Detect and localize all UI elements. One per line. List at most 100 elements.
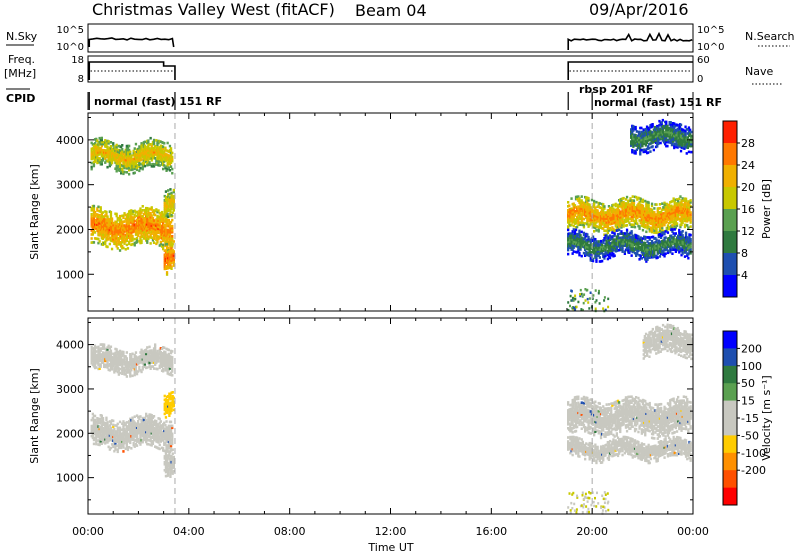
scatter-cell (147, 223, 150, 226)
scatter-cell (602, 227, 605, 230)
scatter-cell (648, 132, 651, 136)
scatter-cell (634, 150, 637, 153)
scatter-cell (569, 207, 572, 211)
scatter-cell (162, 239, 165, 243)
scatter-cell (113, 371, 116, 374)
scatter-cell (147, 143, 150, 146)
scatter-cell (170, 201, 173, 205)
scatter-cell (607, 229, 611, 232)
scatter-cell (688, 245, 691, 248)
scatter-cell (654, 225, 657, 228)
scatter-cell (638, 258, 641, 261)
scatter-cell (673, 144, 676, 148)
scatter-cell (143, 156, 147, 160)
scatter-cell (143, 227, 147, 230)
scatter-cell (98, 213, 101, 217)
scatter-cell (648, 215, 651, 219)
scatter-cell (171, 235, 174, 238)
scatter-cell (163, 207, 166, 210)
scatter-cell (170, 253, 173, 256)
scatter-cell (160, 157, 164, 160)
scatter-cell (152, 235, 156, 238)
scatter-cell (682, 130, 685, 134)
scatter-cell (117, 241, 120, 244)
scatter-cell (116, 166, 119, 169)
scatter-cell (689, 128, 692, 132)
scatter-cell (686, 238, 689, 241)
scatter-cell (126, 367, 130, 370)
scatter-cell (639, 146, 642, 150)
scatter-cell (121, 350, 124, 354)
scatter-cell (689, 245, 692, 249)
scatter-cell (115, 348, 118, 351)
scatter-cell (572, 206, 575, 210)
nsearch-tick-top: 10^5 (697, 25, 724, 36)
scatter-cell (149, 211, 152, 215)
scatter-cell (137, 216, 140, 219)
scatter-cell (96, 207, 99, 210)
scatter-cell (167, 352, 170, 356)
scatter-cell (150, 224, 153, 227)
scatter-cell (110, 151, 114, 155)
scatter-cell (90, 348, 93, 351)
scatter-cell (147, 237, 150, 241)
scatter-cell (162, 217, 165, 220)
scatter-cell (608, 214, 612, 218)
scatter-cell (653, 249, 656, 252)
scatter-cell (141, 215, 144, 218)
scatter-cell (100, 361, 103, 364)
scatter-cell (99, 222, 102, 225)
scatter-cell (572, 202, 575, 206)
scatter-cell (93, 225, 97, 228)
scatter-cell (171, 226, 174, 230)
scatter-cell (170, 207, 173, 211)
scatter-cell (659, 141, 662, 145)
scatter-cell (170, 251, 173, 254)
scatter-cell (90, 428, 93, 432)
scatter-cell (171, 211, 174, 214)
speckle-cell (579, 288, 582, 292)
scatter-cell (668, 133, 671, 136)
scatter-cell (114, 238, 117, 242)
scatter-cell (579, 246, 582, 249)
scatter-cell (678, 143, 682, 146)
scatter-cell (100, 220, 103, 224)
scatter-cell (675, 224, 679, 227)
scatter-cell (123, 359, 126, 362)
scatter-cell (589, 250, 592, 254)
scatter-cell (641, 216, 645, 220)
scatter-cell (678, 232, 681, 236)
scatter-cell (607, 241, 611, 244)
scatter-cell (619, 246, 622, 250)
scatter-cell (606, 225, 609, 228)
scatter-cell (117, 361, 120, 364)
scatter-cell (644, 215, 647, 219)
scatter-cell (114, 359, 117, 363)
scatter-cell (625, 213, 629, 217)
scatter-cell (143, 355, 147, 358)
scatter-cell (123, 240, 126, 243)
speckle-cell (594, 301, 597, 304)
scatter-cell (171, 237, 174, 240)
scatter-cell (665, 120, 668, 124)
scatter-cell (104, 161, 107, 164)
scatter-cell (129, 375, 132, 378)
scatter-cell (167, 218, 170, 222)
scatter-cell (681, 136, 684, 139)
scatter-cell (689, 252, 692, 255)
scatter-cell (641, 142, 644, 146)
scatter-cell (164, 369, 167, 372)
scatter-cell (95, 436, 98, 440)
scatter-cell (650, 246, 654, 249)
scatter-cell (589, 238, 592, 242)
scatter-cell (117, 225, 120, 228)
scatter-cell (126, 152, 130, 156)
scatter-cell (168, 357, 172, 360)
scatter-cell (666, 251, 670, 255)
scatter-cell (154, 151, 157, 154)
scatter-cell (688, 206, 691, 210)
scatter-cell (110, 229, 114, 233)
scatter-cell (671, 206, 674, 209)
scatter-cell (163, 225, 166, 229)
